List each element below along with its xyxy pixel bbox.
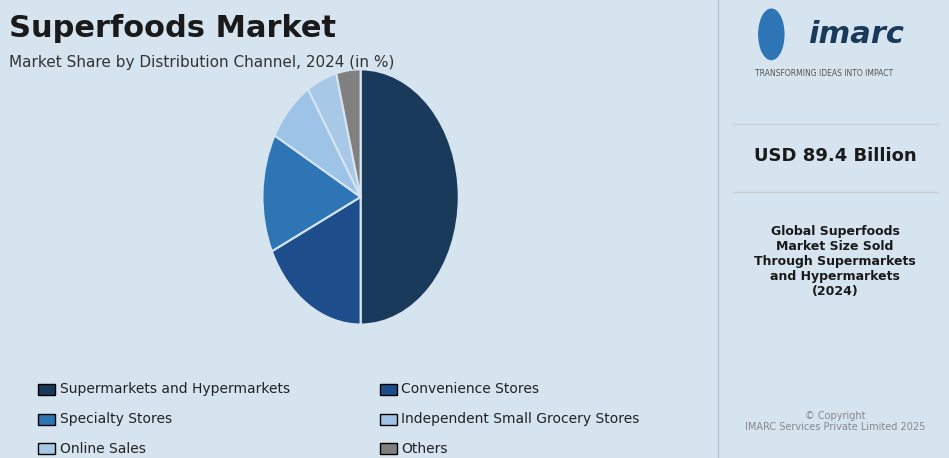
Text: Supermarkets and Hypermarkets: Supermarkets and Hypermarkets — [60, 382, 289, 396]
Text: © Copyright
IMARC Services Private Limited 2025: © Copyright IMARC Services Private Limit… — [745, 410, 925, 432]
Wedge shape — [263, 136, 361, 251]
Text: Superfoods Market: Superfoods Market — [9, 14, 337, 43]
Text: imarc: imarc — [808, 20, 903, 49]
Text: Global Superfoods
Market Size Sold
Through Supermarkets
and Hypermarkets
(2024): Global Superfoods Market Size Sold Throu… — [754, 224, 916, 298]
Text: Convenience Stores: Convenience Stores — [401, 382, 539, 396]
Text: Market Share by Distribution Channel, 2024 (in %): Market Share by Distribution Channel, 20… — [9, 55, 395, 70]
Text: Specialty Stores: Specialty Stores — [60, 412, 172, 426]
Wedge shape — [308, 73, 361, 197]
Text: Others: Others — [401, 442, 448, 456]
Text: TRANSFORMING IDEAS INTO IMPACT: TRANSFORMING IDEAS INTO IMPACT — [755, 69, 894, 78]
Wedge shape — [274, 89, 361, 197]
Wedge shape — [271, 197, 361, 325]
Wedge shape — [336, 69, 361, 197]
Wedge shape — [361, 69, 458, 325]
Text: Independent Small Grocery Stores: Independent Small Grocery Stores — [401, 412, 640, 426]
Text: USD 89.4 Billion: USD 89.4 Billion — [754, 147, 917, 165]
Text: Online Sales: Online Sales — [60, 442, 145, 456]
Circle shape — [759, 9, 784, 60]
